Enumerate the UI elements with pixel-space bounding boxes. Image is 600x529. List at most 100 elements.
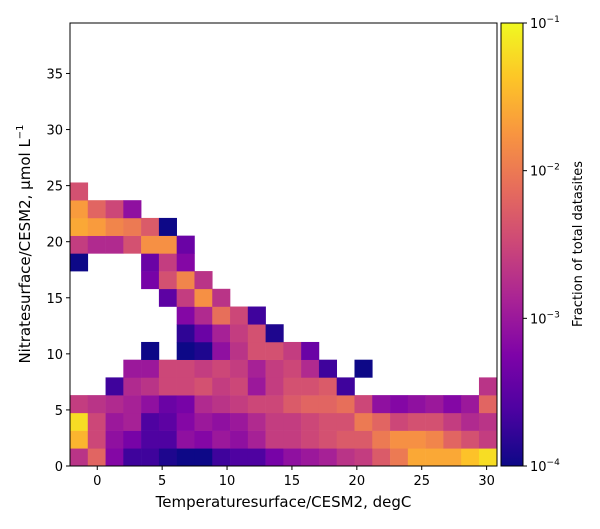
heatmap-cell <box>176 359 195 378</box>
colorbar-tick-label: 10−3 <box>530 310 560 327</box>
heatmap-cell <box>301 430 320 449</box>
heatmap-cell <box>87 200 106 219</box>
heatmap-cell <box>461 430 480 449</box>
heatmap-cell <box>247 341 266 360</box>
heatmap-cell <box>141 217 160 236</box>
heatmap-cell <box>247 395 266 414</box>
x-tick-label: 10 <box>219 474 236 489</box>
heatmap-cell <box>105 235 124 254</box>
y-tick-label: 30 <box>46 124 63 139</box>
heatmap-cell <box>158 359 177 378</box>
heatmap-cell <box>372 430 391 449</box>
heatmap-cell <box>141 448 160 467</box>
heatmap-cell <box>212 448 231 467</box>
heatmap-cell <box>141 395 160 414</box>
heatmap-cell <box>176 306 195 325</box>
heatmap-cell <box>141 377 160 396</box>
heatmap-cell <box>478 412 498 431</box>
heatmap-cell <box>425 430 444 449</box>
heatmap-cell <box>461 395 480 414</box>
heatmap-cell <box>318 395 338 414</box>
heatmap-cell <box>390 395 409 414</box>
heatmap-cell <box>105 412 124 431</box>
heatmap-cell <box>443 395 462 414</box>
heatmap-cell <box>194 324 213 343</box>
heatmap-cell <box>372 395 391 414</box>
heatmap-cell <box>87 217 106 236</box>
colorbar <box>500 22 524 467</box>
heatmap-cell <box>336 412 355 431</box>
heatmap-cell <box>194 377 213 396</box>
heatmap-cell <box>354 412 373 431</box>
heatmap-cell <box>407 412 426 431</box>
heatmap-cell <box>247 324 266 343</box>
heatmap-cell <box>105 217 124 236</box>
heatmap-cell <box>318 377 338 396</box>
heatmap-cell <box>158 235 177 254</box>
heatmap-cell <box>265 430 284 449</box>
heatmap-cell <box>265 377 284 396</box>
heatmap-cell <box>194 448 213 467</box>
heatmap-cell <box>336 448 355 467</box>
heatmap-cell <box>230 448 249 467</box>
heatmap-cell <box>265 341 284 360</box>
heatmap-cell <box>158 430 177 449</box>
heatmap-cell <box>194 306 213 325</box>
heatmap-cell <box>158 288 177 307</box>
heatmap-cell <box>87 395 106 414</box>
heatmap-cell <box>70 412 89 431</box>
heatmap-cell <box>247 306 266 325</box>
heatmap-cell <box>247 448 266 467</box>
heatmap-cell <box>301 395 320 414</box>
heatmap-cell <box>194 395 213 414</box>
heatmap-cell <box>230 341 249 360</box>
heatmap-cell <box>212 377 231 396</box>
heatmap-cell <box>283 395 302 414</box>
y-axis-label: Nitratesurface/CESM2, μmol L−1 <box>15 124 34 363</box>
heatmap-cell <box>247 377 266 396</box>
heatmap-cell <box>265 448 284 467</box>
colorbar-label: Fraction of total datasites <box>571 161 586 327</box>
heatmap-cell <box>478 430 498 449</box>
heatmap-cell <box>141 235 160 254</box>
heatmap-cell <box>478 395 498 414</box>
heatmap-cell <box>443 412 462 431</box>
heatmap-cell <box>194 359 213 378</box>
heatmap-cell <box>70 253 89 272</box>
heatmap-cell <box>87 430 106 449</box>
heatmap-cell <box>407 395 426 414</box>
heatmap-cell <box>283 412 302 431</box>
heatmap-cell <box>265 359 284 378</box>
y-tick-label: 0 <box>55 460 63 475</box>
heatmap-cell <box>70 182 89 201</box>
heatmap-cell <box>283 377 302 396</box>
heatmap-cell <box>87 448 106 467</box>
heatmap-cell <box>212 288 231 307</box>
heatmap-cell <box>212 430 231 449</box>
heatmap-cell <box>105 430 124 449</box>
heatmap-cell <box>212 359 231 378</box>
x-tick-label: 15 <box>284 474 301 489</box>
heatmap-cell <box>354 448 373 467</box>
heatmap-cell <box>194 341 213 360</box>
heatmap-cell <box>318 412 338 431</box>
heatmap-cell <box>478 448 498 467</box>
y-tick-label: 20 <box>46 236 63 251</box>
x-tick-label: 5 <box>158 474 166 489</box>
heatmap-cell <box>390 448 409 467</box>
heatmap-cell <box>354 359 373 378</box>
heatmap-cell <box>265 395 284 414</box>
heatmap-cell <box>141 341 160 360</box>
heatmap-cell <box>70 235 89 254</box>
heatmap-cell <box>230 377 249 396</box>
heatmap-cell <box>212 412 231 431</box>
heatmap-cell <box>407 430 426 449</box>
heatmap-cell <box>176 341 195 360</box>
heatmap-cell <box>141 253 160 272</box>
heatmap-cell <box>212 306 231 325</box>
heatmap-cell <box>354 395 373 414</box>
heatmap-cell <box>70 217 89 236</box>
heatmap-cells <box>70 182 498 467</box>
y-tick-label: 10 <box>46 348 63 363</box>
heatmap-cell <box>70 200 89 219</box>
